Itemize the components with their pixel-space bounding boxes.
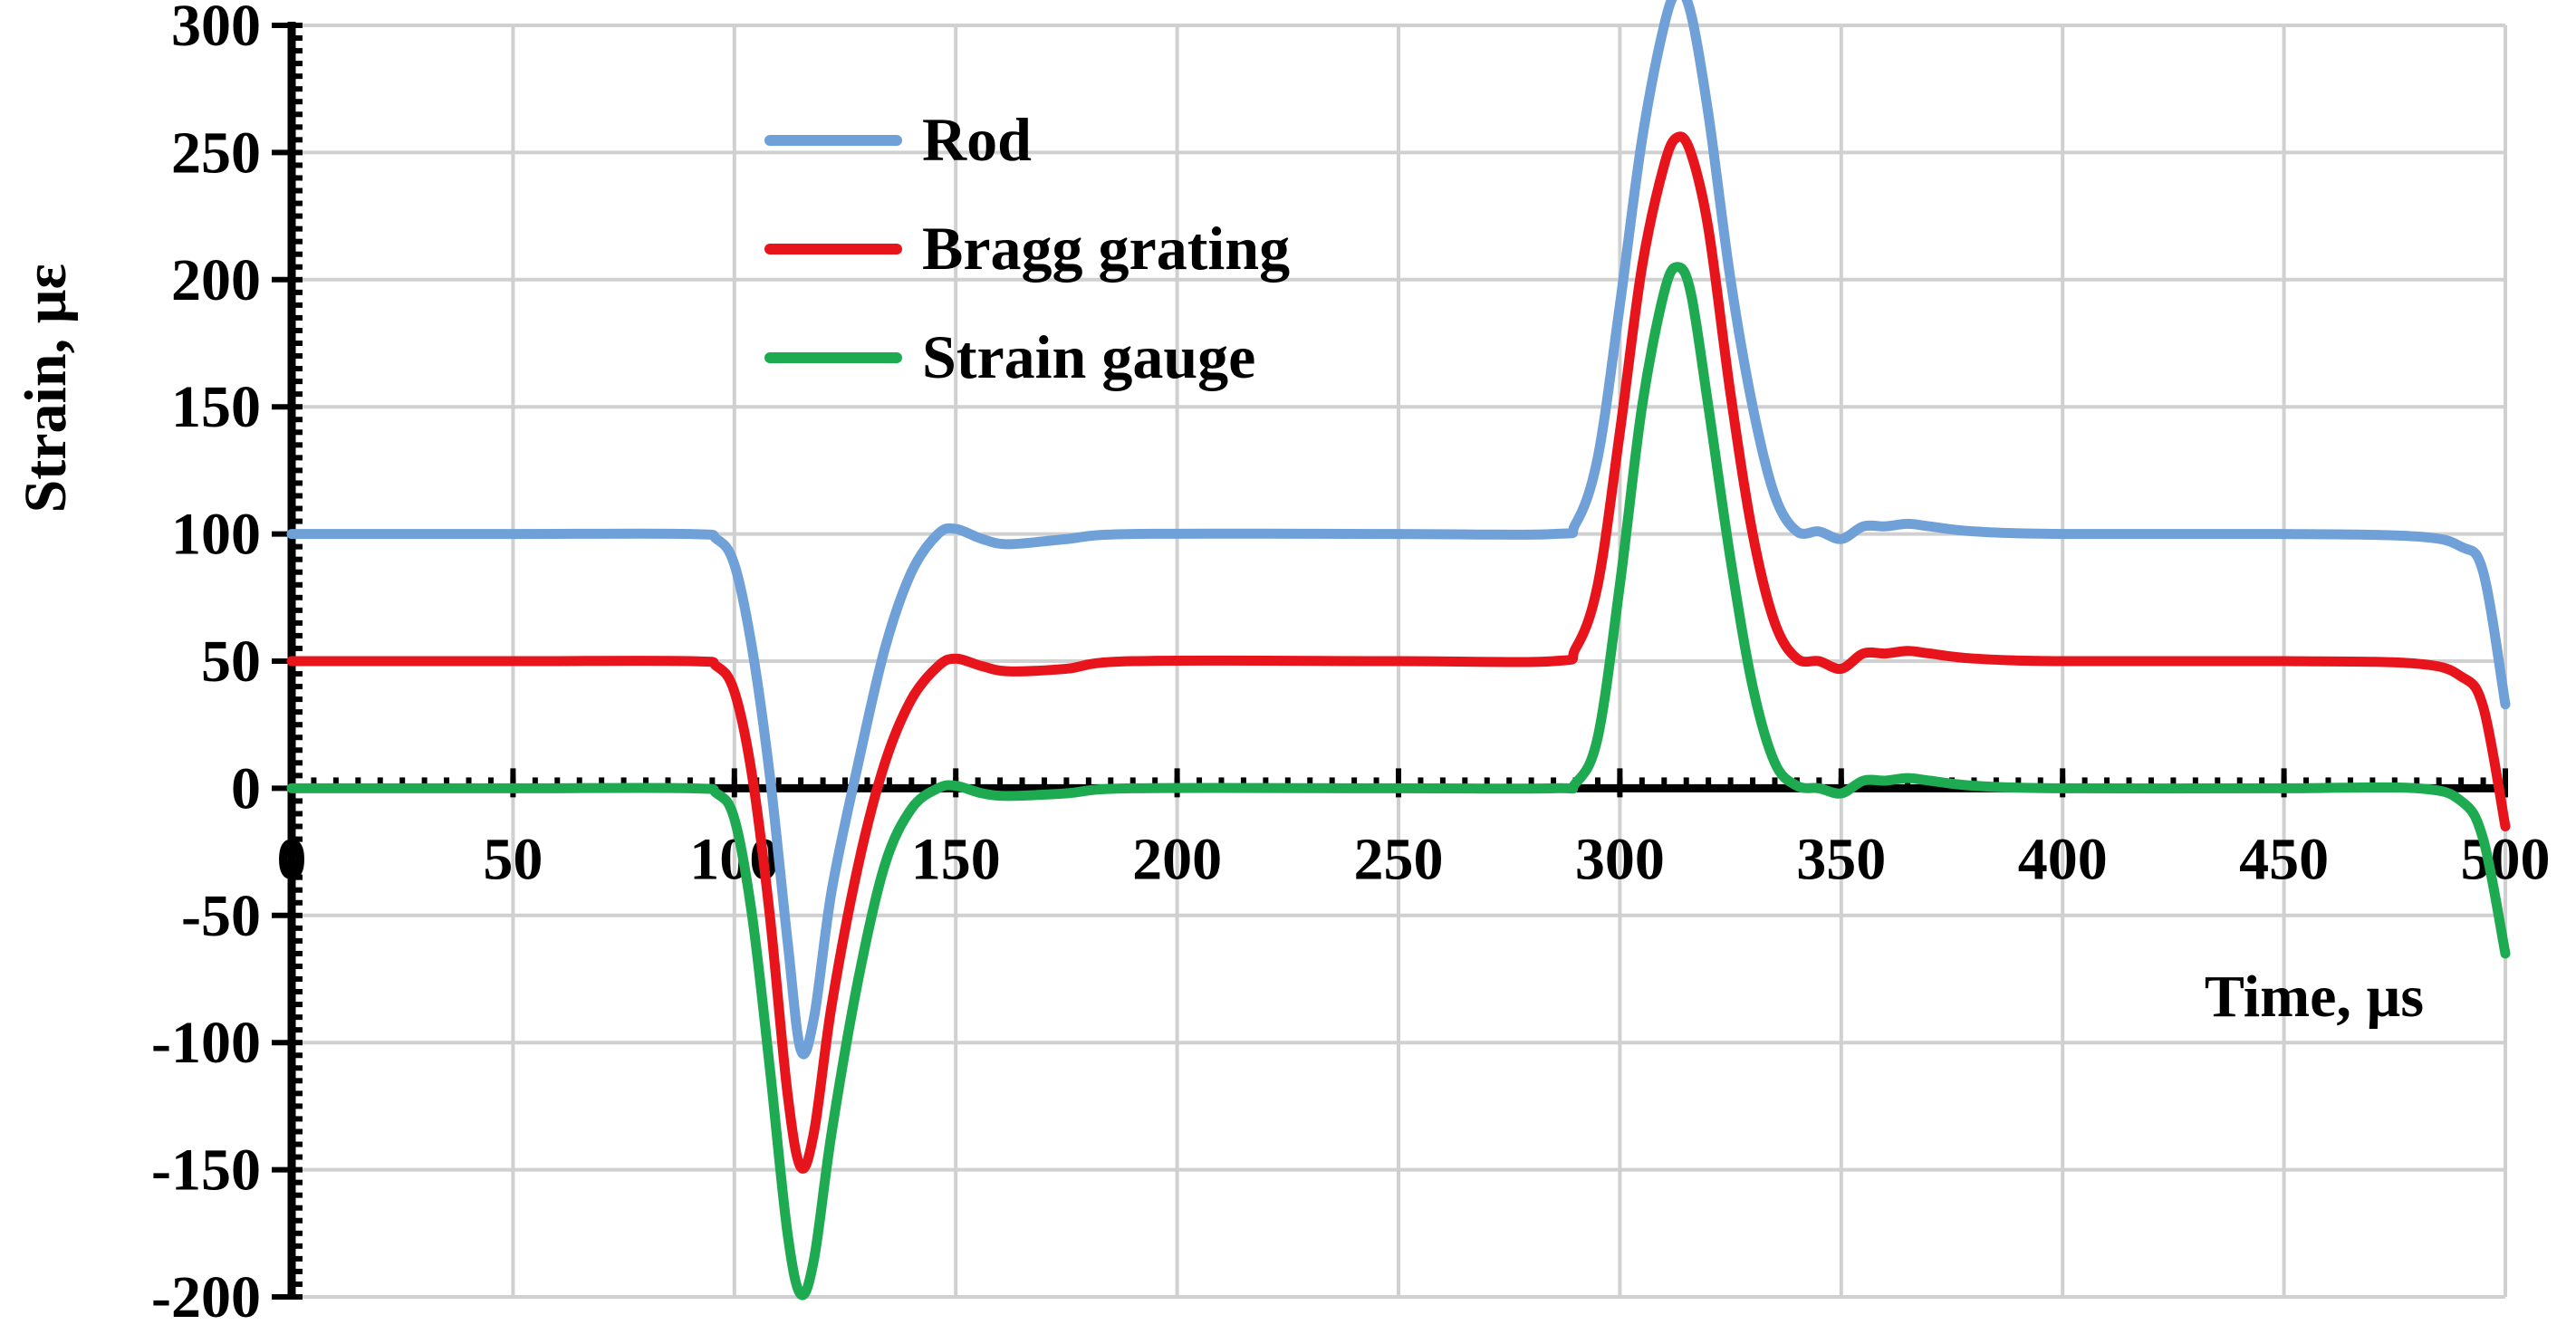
y-tick-label-200: 200	[171, 247, 261, 313]
x-tick-label-50: 50	[483, 826, 543, 892]
y-axis-title: Strain, µε	[13, 264, 79, 513]
legend-label-strain-gauge: Strain gauge	[922, 322, 1255, 391]
x-tick-label-150: 150	[911, 826, 1001, 892]
x-tick-label-400: 400	[2018, 826, 2108, 892]
y-tick-label-100: 100	[171, 502, 261, 568]
series-line-strain-gauge	[286, 262, 2511, 1301]
plot-series	[286, 0, 2511, 1301]
legend: Rod Bragg grating Strain gauge	[764, 105, 1290, 391]
y-tick-label--100: -100	[151, 1010, 261, 1076]
y-tick-label-300: 300	[171, 0, 261, 59]
x-tick-label-500: 500	[2461, 826, 2551, 892]
series-line-rod	[286, 0, 2511, 1060]
x-tick-label-350: 350	[1796, 826, 1886, 892]
legend-label-bragg-grating: Bragg grating	[922, 214, 1290, 283]
x-tick-label-0: 0	[277, 826, 307, 892]
x-tick-label-450: 450	[2239, 826, 2329, 892]
x-tick-label-300: 300	[1575, 826, 1665, 892]
series-line-bragg-grating	[286, 131, 2511, 1174]
y-tick-label-50: 50	[201, 629, 261, 695]
legend-label-rod: Rod	[922, 105, 1032, 174]
y-tick-label-250: 250	[171, 120, 261, 186]
y-tick-label--150: -150	[151, 1138, 261, 1204]
y-tick-label--200: -200	[151, 1264, 261, 1330]
x-tick-label-250: 250	[1354, 826, 1444, 892]
x-axis-title: Time, µs	[2205, 964, 2424, 1030]
y-tick-label-150: 150	[171, 374, 261, 440]
y-tick-label--50: -50	[181, 883, 261, 949]
x-tick-label-200: 200	[1132, 826, 1222, 892]
y-tick-label-0: 0	[231, 755, 261, 821]
